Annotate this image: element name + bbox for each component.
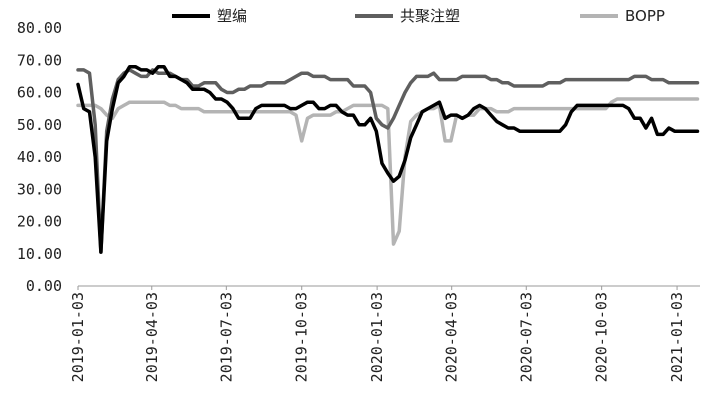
x-axis: 2019-01-03 2019-04-03 2019-07-03 2019-10-03…: [69, 285, 700, 382]
x-tick-label: 2020-07-03: [517, 292, 535, 382]
y-tick-label: 50.00: [17, 116, 62, 134]
y-tick-label: 30.00: [17, 180, 62, 198]
series-line: [76, 68, 700, 254]
y-tick-label: 20.00: [17, 213, 62, 231]
plot-area: [76, 64, 700, 254]
legend-label: 共聚注塑: [400, 7, 460, 25]
x-tick-label: 2020-10-03: [593, 292, 611, 382]
y-axis: 0.00 10.00 20.00 30.00 40.00 50.00 60.00 70.00 8…: [17, 19, 62, 295]
y-tick-label: 70.00: [17, 51, 62, 69]
y-tick-label: 10.00: [17, 245, 62, 263]
x-tick-label: 2020-01-03: [368, 292, 386, 382]
legend: 塑编 共聚注塑 BOPP: [172, 7, 665, 25]
y-tick-label: 60.00: [17, 84, 62, 102]
x-tick-label: 2019-04-03: [143, 292, 161, 382]
x-tick-label: 2021-01-03: [668, 292, 686, 382]
y-tick-label: 80.00: [17, 19, 62, 37]
y-tick-label: 0.00: [26, 277, 62, 295]
x-tick-label: 2019-10-03: [293, 292, 311, 382]
y-tick-label: 40.00: [17, 148, 62, 166]
x-tick-label: 2019-07-03: [217, 292, 235, 382]
x-tick-label: 2020-04-03: [443, 292, 461, 382]
series-line: [76, 64, 700, 254]
legend-label: BOPP: [625, 7, 665, 25]
legend-label: 塑编: [217, 7, 247, 25]
series-line: [76, 97, 700, 246]
x-tick-label: 2019-01-03: [69, 292, 87, 382]
